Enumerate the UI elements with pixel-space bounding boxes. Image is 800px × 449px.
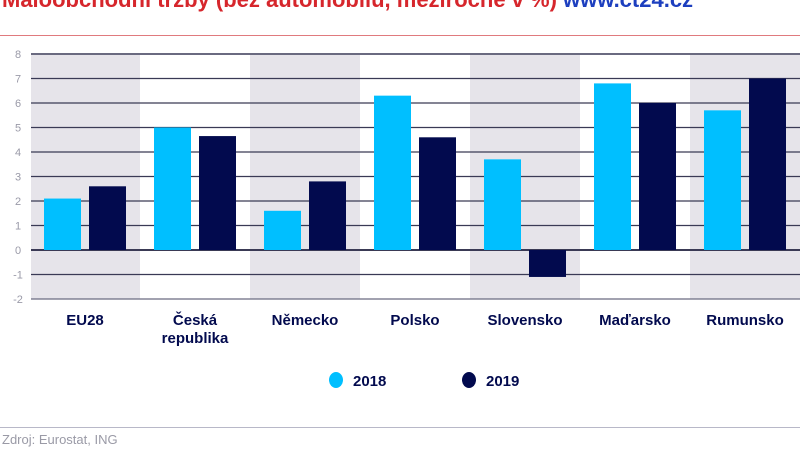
legend-label: 2019 (486, 373, 519, 390)
legend-marker-2018 (329, 372, 343, 388)
y-tick-label: 8 (15, 49, 21, 61)
x-category-label: Polsko (390, 312, 439, 329)
y-tick-label: 5 (15, 123, 21, 135)
title-text: Maloobchodní tržby (bez automobilů, mezi… (2, 0, 557, 12)
site-url: www.ct24.cz (563, 0, 693, 12)
x-category-label: EU28 (66, 312, 104, 329)
bar-2018-1 (154, 127, 191, 250)
legend-marker-2019 (462, 372, 476, 388)
bar-2018-2 (264, 210, 301, 250)
x-category-label: Česká (173, 311, 218, 329)
bar-2019-1 (199, 136, 236, 250)
bar-2018-3 (374, 95, 411, 251)
y-tick-label: 0 (15, 245, 21, 257)
y-tick-label: 2 (15, 196, 21, 208)
y-tick-label: 6 (15, 98, 21, 110)
x-category-label: Německo (272, 312, 339, 329)
source-note: Zdroj: Eurostat, ING (2, 432, 118, 447)
bar-2018-6 (704, 110, 741, 250)
y-tick-label: 1 (15, 221, 21, 233)
y-tick-label: -1 (13, 270, 23, 282)
chart-title: Maloobchodní tržby (bez automobilů, mezi… (2, 0, 693, 13)
y-tick-label: 7 (15, 74, 21, 86)
legend-label: 2018 (353, 373, 386, 390)
bar-2019-3 (419, 137, 456, 250)
x-category-label: Slovensko (487, 312, 562, 329)
y-tick-label: 4 (15, 147, 21, 159)
x-category-label: republika (162, 330, 229, 347)
bar-2018-0 (44, 198, 81, 250)
x-category-label: Rumunsko (706, 312, 784, 329)
x-category-label: Maďarsko (599, 312, 671, 329)
bar-2019-0 (89, 186, 126, 250)
y-tick-label: -2 (13, 294, 23, 306)
title-divider (0, 35, 800, 36)
bar-2019-5 (639, 103, 676, 250)
bar-2018-5 (594, 83, 631, 251)
bar-2018-4 (484, 159, 521, 250)
footer-divider (0, 427, 800, 428)
y-tick-label: 3 (15, 172, 21, 184)
bar-2019-2 (309, 181, 346, 250)
bar-2019-4 (529, 250, 566, 277)
bar-2019-6 (749, 78, 786, 250)
